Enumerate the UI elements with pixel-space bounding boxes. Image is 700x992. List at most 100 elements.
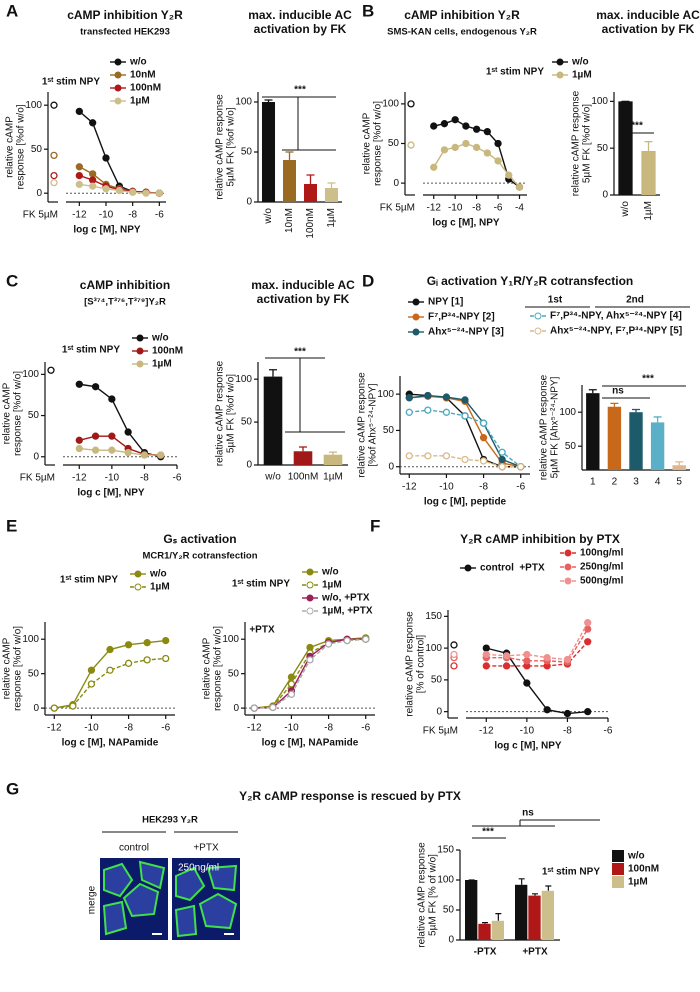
y-axis-label: response [%of w/o] xyxy=(16,104,27,189)
point xyxy=(89,170,97,178)
bar xyxy=(528,895,541,940)
point xyxy=(50,704,58,712)
point xyxy=(75,163,83,171)
y-axis-label: [% of control] xyxy=(416,635,427,694)
legend-label: 1µM xyxy=(150,582,170,593)
bar xyxy=(324,188,339,202)
fk-point xyxy=(50,171,58,180)
point xyxy=(461,412,469,420)
point xyxy=(106,645,114,654)
chart-subtitle: transfected HEK293 xyxy=(80,27,170,38)
point xyxy=(482,650,490,659)
point xyxy=(515,183,524,191)
point xyxy=(140,451,149,459)
x-tick-label: 100nM xyxy=(288,472,319,483)
x-tick-label: -12 xyxy=(402,482,417,493)
y-tick-label: 50 xyxy=(431,675,443,686)
y-tick-label: 100 xyxy=(222,634,239,645)
curve xyxy=(79,435,161,456)
legend-label: NPY [1] xyxy=(428,297,463,308)
y-tick-label: 0 xyxy=(388,461,394,472)
y-tick-label: 0 xyxy=(246,197,252,208)
x-tick-label: w/o xyxy=(263,208,274,225)
bar xyxy=(672,465,686,470)
point xyxy=(89,176,97,184)
error-bar xyxy=(329,451,337,455)
legend-title: 1ˢᵗ stim NPY xyxy=(232,579,290,590)
x-tick-label: -12 xyxy=(479,726,494,737)
legend-label: 1µM xyxy=(628,877,648,888)
x-tick-label: -8 xyxy=(124,723,133,734)
point xyxy=(89,119,97,127)
point xyxy=(584,638,592,646)
legend-label: w/o xyxy=(129,57,147,68)
legend-label: F⁷,P³⁴-NPY [2] xyxy=(428,312,495,323)
error-bar xyxy=(532,893,538,896)
legend-label: control xyxy=(480,563,514,574)
legend-label: Ahx⁵⁻²⁴-NPY [3] xyxy=(428,327,504,338)
point xyxy=(75,107,83,116)
x-tick-label: -6 xyxy=(361,723,370,734)
chart-title: max. inducible AC xyxy=(596,8,700,22)
point xyxy=(472,143,481,152)
x-tick-label: w/o xyxy=(620,201,631,218)
point xyxy=(523,657,531,665)
x-tick-label: -8 xyxy=(479,482,488,493)
y-tick-label: 100 xyxy=(22,634,39,645)
annotation: 2nd xyxy=(626,295,644,306)
point xyxy=(102,185,110,193)
x-tick-label: -8 xyxy=(472,203,481,214)
annotation: *** xyxy=(294,347,306,358)
panel-label: G xyxy=(6,779,19,798)
image-title: HEK293 Y₂R xyxy=(142,815,198,826)
fk-label: FK 5µM xyxy=(23,210,58,221)
x-tick-label: 2 xyxy=(612,477,618,488)
cells xyxy=(102,860,238,938)
point xyxy=(129,188,137,196)
y-axis-label: relative cAMP response xyxy=(571,90,582,196)
x-tick-label: 3 xyxy=(633,477,639,488)
point xyxy=(69,702,77,710)
error-bar xyxy=(588,389,597,394)
panel-label: A xyxy=(6,1,18,20)
x-tick-label: -10 xyxy=(284,723,299,734)
error-bar xyxy=(610,402,619,407)
y-tick-label: 100 xyxy=(591,96,608,107)
x-tick-label: -8 xyxy=(324,723,333,734)
point xyxy=(75,171,83,180)
point xyxy=(108,432,116,440)
point xyxy=(498,463,506,471)
point xyxy=(505,171,513,179)
point xyxy=(543,706,551,714)
y-tick-label: 100 xyxy=(382,99,399,110)
y-tick-label: 0 xyxy=(33,703,39,714)
legend-title: 1ˢᵗ stim NPY xyxy=(42,77,100,88)
point xyxy=(102,154,110,162)
legend-marker xyxy=(306,581,314,589)
microscopy-panel: HEK293 Y₂R control +PTX merge 250ng/ml xyxy=(87,815,240,940)
legend-title: 1ˢᵗ stim NPY xyxy=(486,67,544,78)
fk-point xyxy=(450,641,458,649)
point xyxy=(155,189,163,197)
bar xyxy=(303,184,318,202)
legend-label: w/o xyxy=(321,567,339,578)
y-axis-label: response [%of w/o] xyxy=(213,626,224,711)
annotation: ns xyxy=(522,808,534,819)
legend-title: 1ˢᵗ stim NPY xyxy=(62,345,120,356)
dose-label: 250ng/ml xyxy=(178,863,219,874)
x-tick-label: -6 xyxy=(494,203,503,214)
x-tick-label: +PTX xyxy=(522,947,548,958)
column-label: control xyxy=(119,843,149,854)
error-bar xyxy=(264,99,273,102)
y-axis-label: relative cAMP response xyxy=(539,374,550,480)
y-axis-label: 5µM FK [%of w/o] xyxy=(582,104,593,183)
y-axis-label: 5µM FK [%of w/o] xyxy=(226,107,237,186)
y-axis-label: relative cAMP response xyxy=(215,94,226,200)
point xyxy=(124,641,133,649)
x-tick-label: -10 xyxy=(520,726,535,737)
x-tick-label: -8 xyxy=(563,726,572,737)
x-tick-label: -10 xyxy=(448,203,463,214)
point xyxy=(75,180,83,189)
chart-title: Gᵢ activation Y₁R/Y₂R cotransfection xyxy=(427,274,633,288)
bar xyxy=(641,150,656,195)
